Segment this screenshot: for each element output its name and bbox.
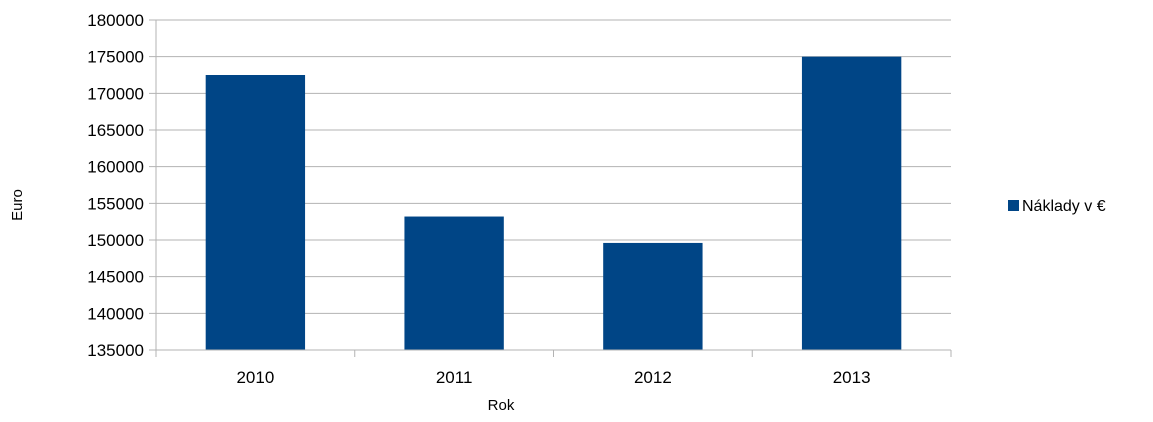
y-tick-label: 135000 [87, 341, 144, 360]
y-tick-label: 155000 [87, 194, 144, 213]
axes [155, 20, 952, 357]
x-tick-labels: 2010 2011 2012 2013 [236, 368, 870, 387]
x-tick-label: 2012 [634, 368, 672, 387]
x-tick-label: 2013 [833, 368, 871, 387]
legend-swatch [1008, 200, 1019, 211]
x-tick-label: 2010 [236, 368, 274, 387]
legend: Náklady v € [1008, 198, 1106, 215]
x-axis-title: Rok [488, 397, 515, 414]
y-tick-label: 170000 [87, 84, 144, 103]
bar-2011 [404, 216, 504, 350]
y-tick-labels: 135000 140000 145000 150000 155000 160000 1650… [87, 11, 144, 360]
y-tick-label: 140000 [87, 304, 144, 323]
y-tick-label: 150000 [87, 231, 144, 250]
bar-2010 [205, 75, 306, 350]
y-tick-label: 160000 [87, 158, 144, 177]
bar-2012 [603, 242, 703, 350]
legend-label: Náklady v € [1022, 198, 1106, 215]
x-tick-label: 2011 [436, 368, 473, 387]
bars [205, 56, 902, 351]
bar-2013 [801, 56, 902, 351]
y-tick-label: 145000 [87, 268, 144, 287]
y-tick-label: 175000 [87, 48, 144, 67]
y-axis-title: Euro [9, 189, 26, 221]
y-tick-label: 180000 [87, 11, 144, 30]
y-tick-label: 165000 [87, 121, 144, 140]
